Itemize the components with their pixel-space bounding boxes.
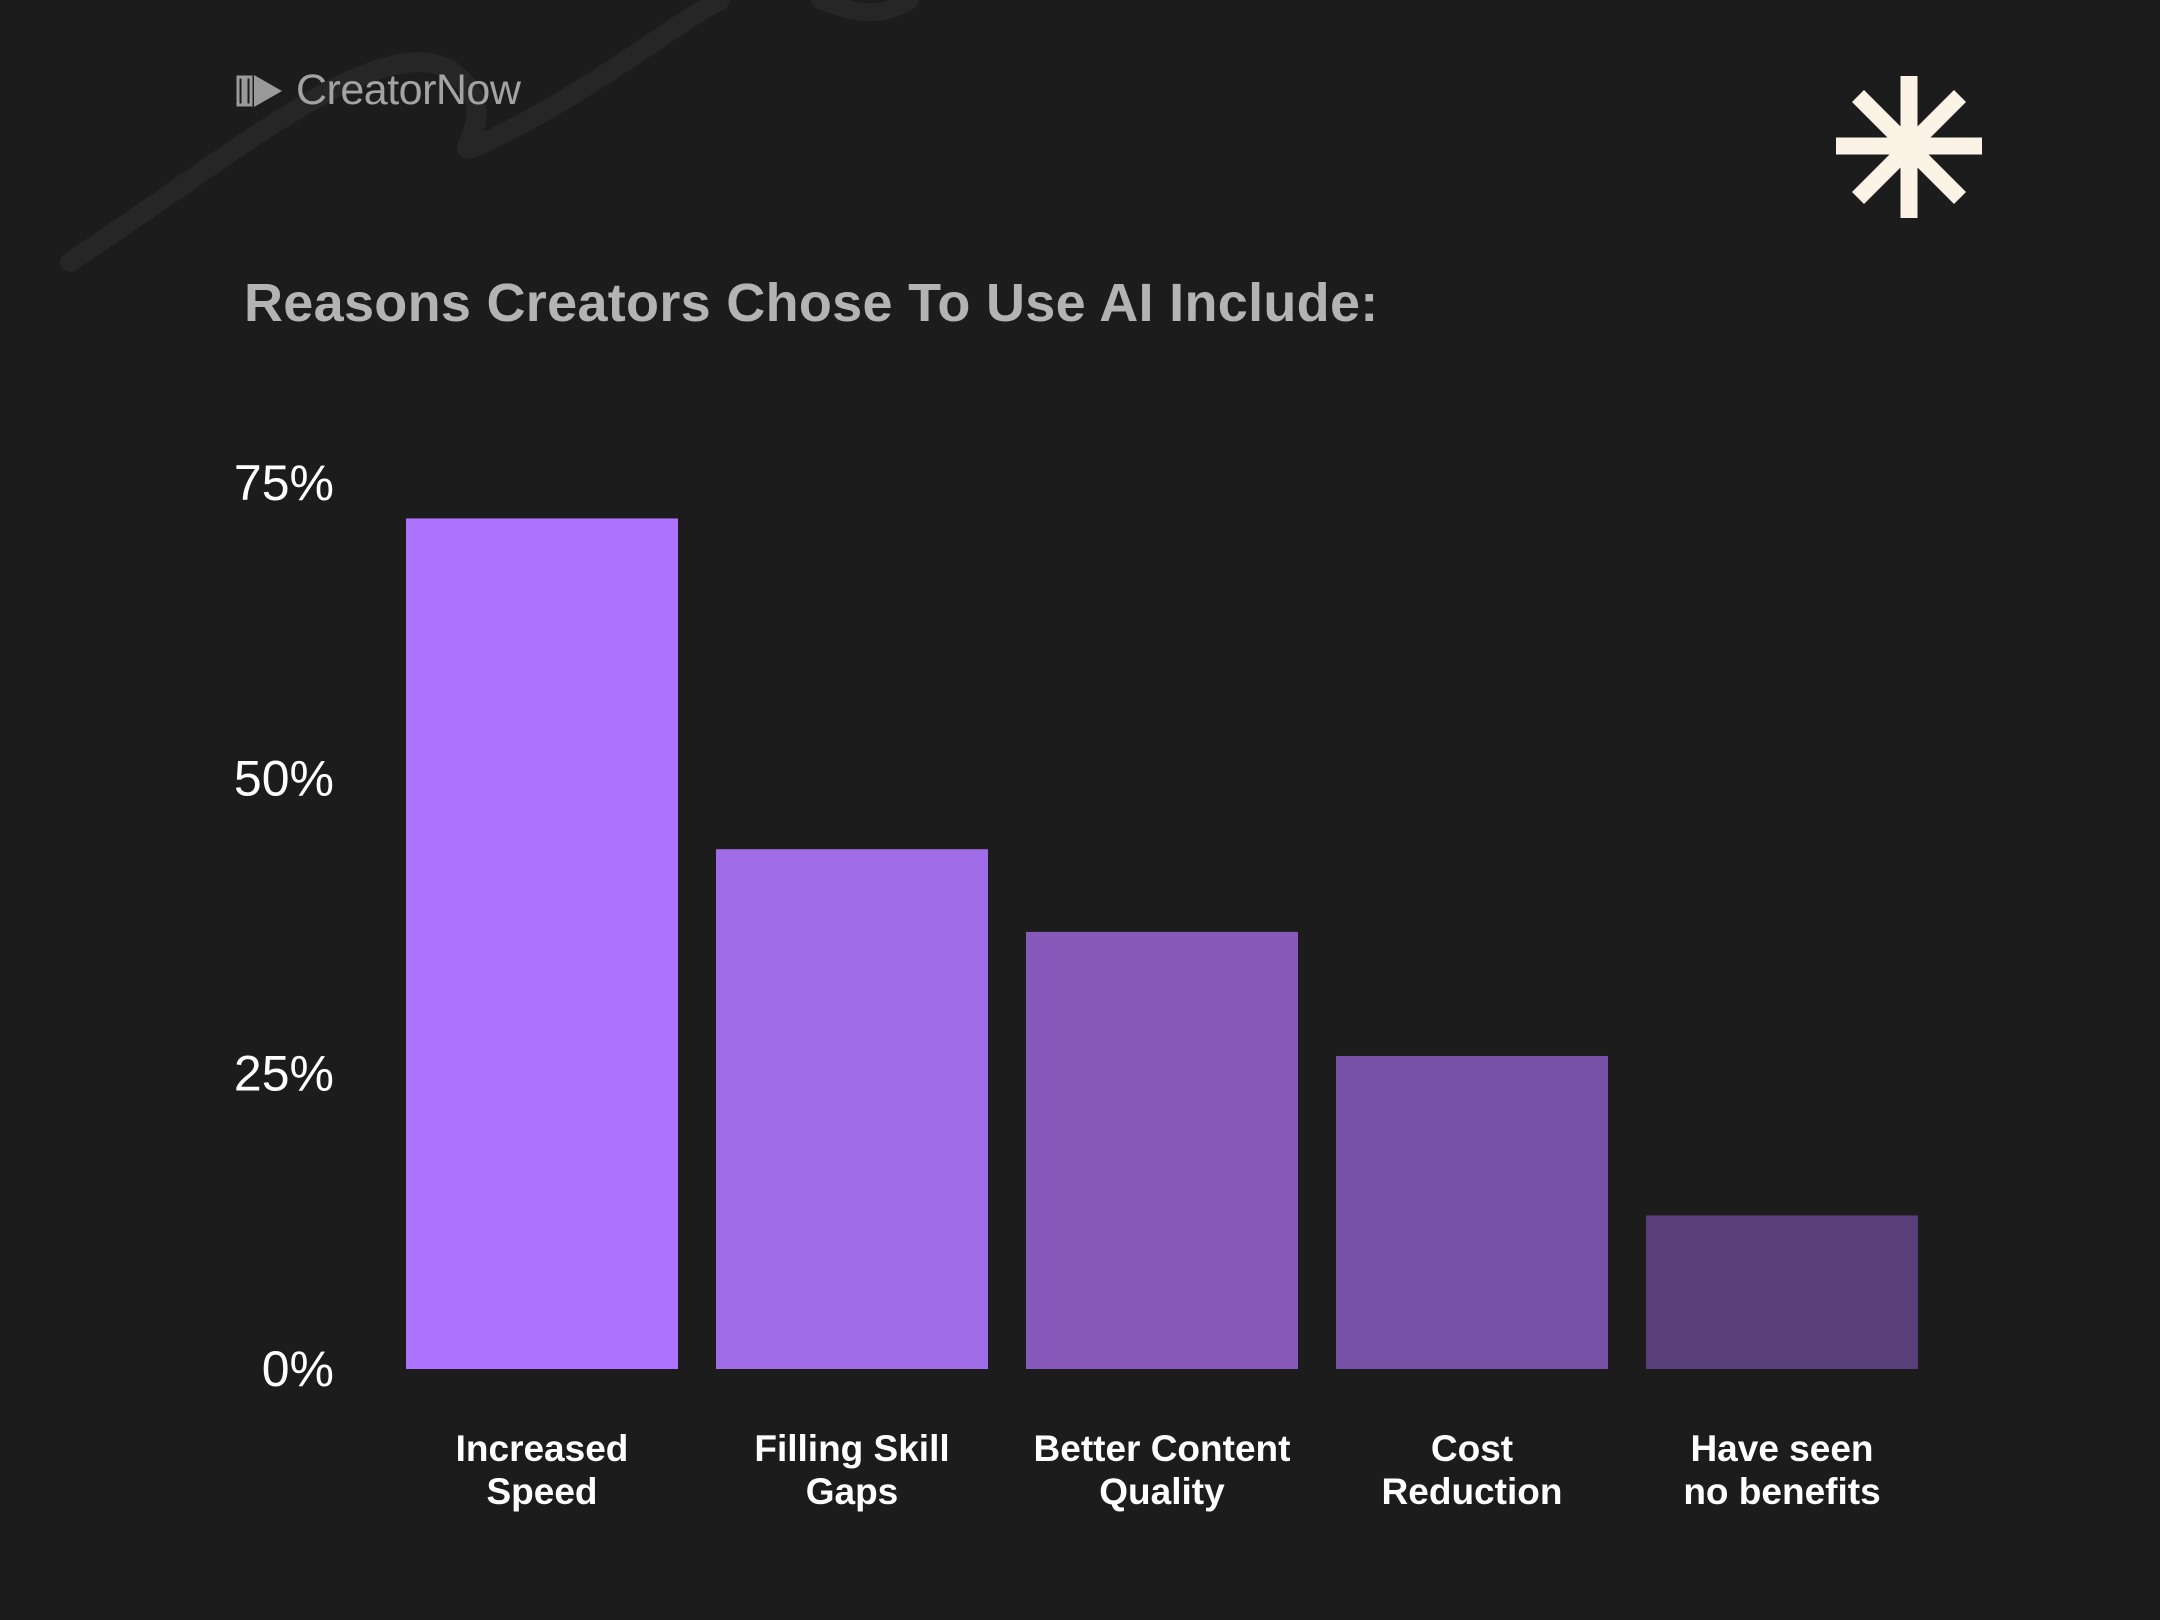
- y-tick-label: 50%: [234, 750, 334, 806]
- bar: [1336, 1055, 1608, 1369]
- bar: [1026, 931, 1298, 1369]
- bar: [1646, 1215, 1918, 1369]
- bar: [406, 518, 678, 1369]
- y-tick-label: 0%: [262, 1341, 334, 1397]
- category-label: Filling Skill Gaps: [754, 1428, 949, 1512]
- category-label: Cost Reduction: [1382, 1428, 1563, 1512]
- bar: [716, 849, 988, 1369]
- brand-name: CreatorNow: [296, 66, 521, 114]
- y-tick-label: 75%: [234, 455, 334, 511]
- play-bars-icon: [236, 74, 282, 107]
- y-tick-label: 25%: [234, 1046, 334, 1102]
- asterisk-icon: [1836, 76, 1982, 218]
- category-label: Increased Speed: [456, 1428, 629, 1512]
- brand-logo: CreatorNow: [236, 66, 521, 115]
- chart-title: Reasons Creators Chose To Use AI Include…: [244, 273, 1379, 333]
- category-label: Have seen no benefits: [1683, 1428, 1880, 1512]
- category-label: Better Content Quality: [1034, 1428, 1291, 1512]
